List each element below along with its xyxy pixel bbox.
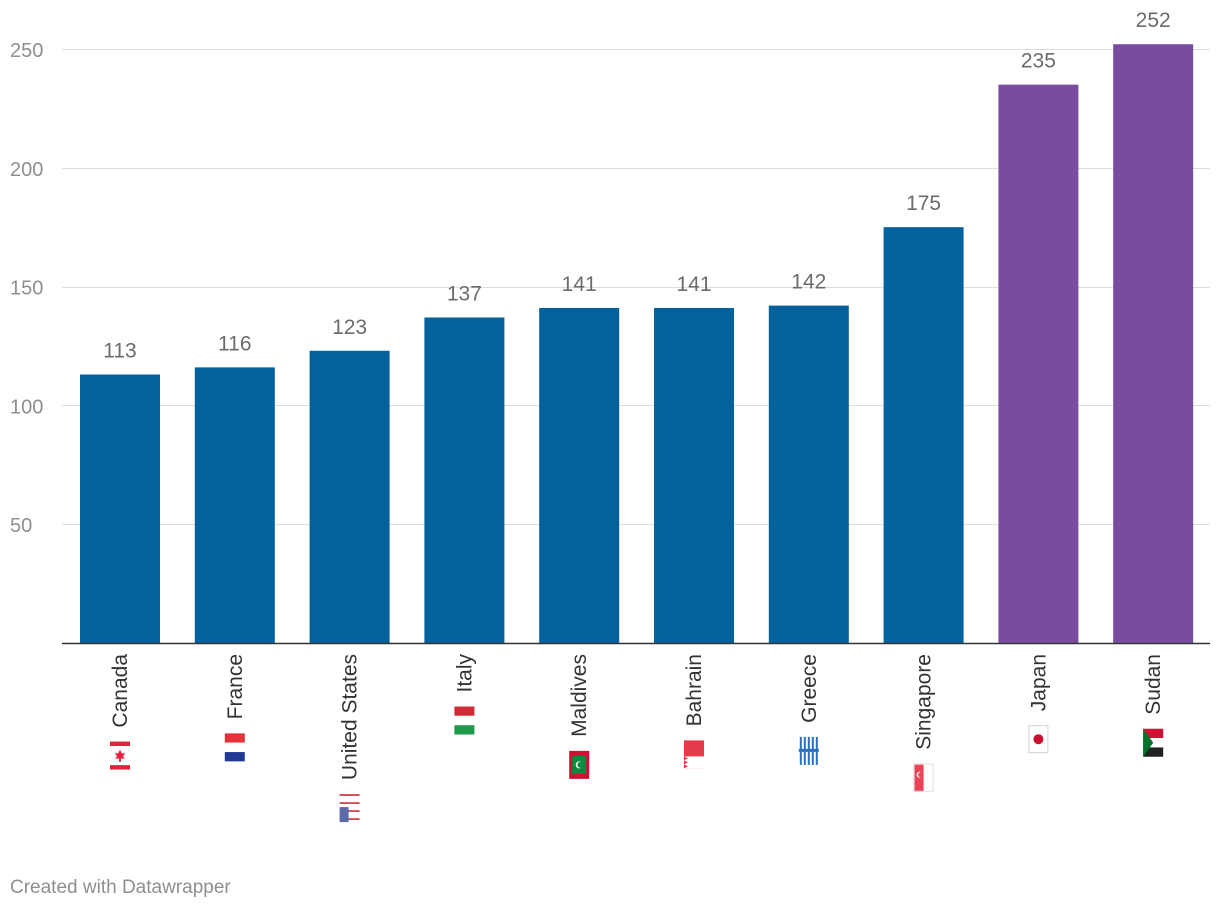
bar: [998, 84, 1079, 643]
value-label: 175: [906, 192, 941, 215]
y-tick-label: 200: [10, 159, 43, 181]
value-label: 123: [332, 316, 367, 339]
bar: [654, 307, 734, 643]
value-label: 113: [103, 340, 136, 363]
value-labels: 113 116 123 137 141 141 142 175 235 252: [103, 9, 1170, 362]
flag-italy-icon: [454, 706, 475, 735]
flag-maldives-icon: [569, 750, 590, 779]
flag-icons: [110, 706, 1164, 823]
flag-bahrain-icon: [684, 740, 704, 769]
x-tick-label: United States: [339, 654, 362, 780]
value-label: 142: [791, 271, 826, 294]
bars: [80, 44, 1194, 644]
bar: [80, 374, 160, 643]
value-label: 141: [562, 273, 597, 296]
value-label: 235: [1021, 50, 1056, 73]
x-tick-labels: Canada France United States Italy Maldives Ba…: [109, 654, 1165, 781]
x-tick-label: Singapore: [913, 654, 936, 750]
value-label: 252: [1136, 9, 1171, 32]
flag-sudan-icon: [1143, 728, 1164, 757]
credit-text: Created with Datawrapper: [10, 877, 231, 898]
flag-united-states-icon: [339, 794, 360, 823]
x-tick-label: Italy: [453, 654, 476, 693]
x-tick-label: Bahrain: [683, 654, 706, 726]
bar: [424, 317, 505, 643]
x-tick-label: Japan: [1027, 654, 1050, 711]
value-label: 137: [447, 282, 482, 305]
bar: [194, 367, 275, 643]
y-tick-label: 150: [10, 278, 43, 300]
y-tick-label: 100: [10, 396, 43, 418]
x-tick-label: Sudan: [1142, 654, 1165, 715]
flag-canada-icon: [110, 741, 130, 770]
bar: [1113, 44, 1194, 644]
flag-france-icon: [224, 733, 245, 762]
y-tick-label: 50: [10, 515, 32, 537]
flag-greece-icon: [798, 736, 819, 765]
bar-chart: 50 100 150 200 250 113 116 123 137 141 141 142 175 2…: [10, 9, 1210, 823]
bar: [883, 227, 964, 643]
y-tick-label: 250: [10, 40, 43, 62]
x-tick-label: Canada: [109, 654, 132, 728]
x-tick-label: Maldives: [568, 654, 591, 737]
value-label: 141: [676, 273, 711, 296]
flag-singapore-icon: [913, 763, 934, 792]
x-tick-label: France: [224, 654, 247, 719]
bar: [539, 307, 620, 643]
bar: [309, 350, 390, 643]
value-label: 116: [218, 332, 251, 355]
flag-japan-icon: [1028, 725, 1049, 754]
x-tick-label: Greece: [798, 654, 821, 723]
bar: [768, 305, 849, 643]
